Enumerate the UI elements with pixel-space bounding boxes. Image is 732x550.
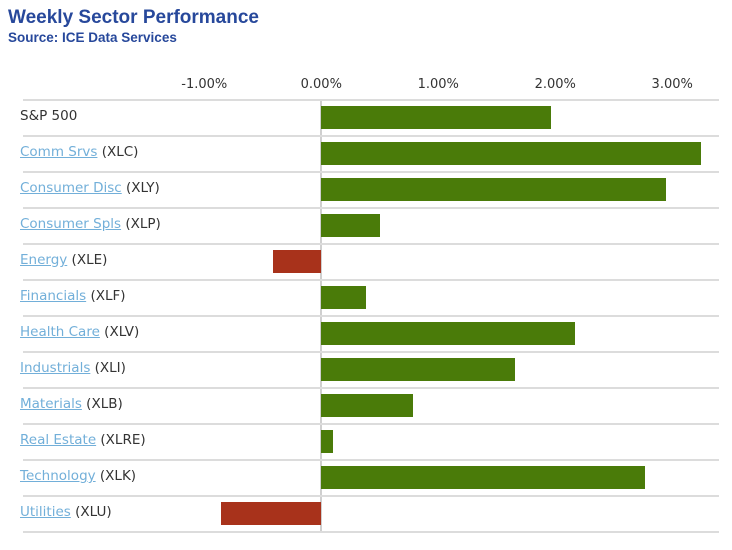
- table-row: Consumer Disc (XLY): [20, 173, 719, 209]
- sector-label: Technology (XLK): [20, 468, 136, 484]
- sector-ticker: (XLV): [99, 324, 140, 340]
- table-row: Energy (XLE): [20, 245, 719, 281]
- sector-label: Energy (XLE): [20, 252, 107, 268]
- sector-link-consumer-disc[interactable]: Consumer Disc: [20, 180, 122, 196]
- chart-header: Weekly Sector Performance Source: ICE Da…: [8, 6, 259, 46]
- sector-link-industrials[interactable]: Industrials: [20, 360, 91, 376]
- positive-bar-consumer-disc: [321, 178, 667, 201]
- sector-bar-chart: -1.00% 0.00% 1.00% 2.00% 3.00% S&P 500 Comm S…: [20, 72, 719, 533]
- sector-ticker: (XLC): [97, 144, 139, 160]
- sector-link-energy[interactable]: Energy: [20, 252, 68, 268]
- positive-bar-financials: [321, 286, 366, 309]
- positive-bar-health-care: [321, 322, 576, 345]
- sector-ticker: (XLI): [90, 360, 126, 376]
- table-row: Real Estate (XLRE): [20, 425, 719, 461]
- positive-bar-technology: [321, 466, 646, 489]
- sector-ticker: (XLU): [70, 504, 112, 520]
- sector-ticker: (XLP): [121, 216, 161, 232]
- sector-label: Comm Srvs (XLC): [20, 144, 138, 160]
- sector-label: Consumer Spls (XLP): [20, 216, 161, 232]
- x-axis-tick-label: 1.00%: [417, 77, 459, 92]
- sector-label: Financials (XLF): [20, 288, 126, 304]
- sector-label: Industrials (XLI): [20, 360, 126, 376]
- positive-bar-consumer-spls: [321, 214, 380, 237]
- sector-ticker: (XLE): [67, 252, 108, 268]
- sector-label: Consumer Disc (XLY): [20, 180, 160, 196]
- sector-link-real-estate[interactable]: Real Estate: [20, 432, 97, 448]
- table-row: Industrials (XLI): [20, 353, 719, 389]
- sector-ticker: (XLB): [81, 396, 123, 412]
- x-axis-tick-label: -1.00%: [181, 77, 228, 92]
- table-row: Materials (XLB): [20, 389, 719, 425]
- table-row: Financials (XLF): [20, 281, 719, 317]
- sector-ticker: (XLY): [121, 180, 160, 196]
- sector-link-consumer-spls[interactable]: Consumer Spls: [20, 216, 122, 232]
- chart-source: Source: ICE Data Services: [8, 30, 177, 45]
- table-row: Consumer Spls (XLP): [20, 209, 719, 245]
- sector-link-financials[interactable]: Financials: [20, 288, 87, 304]
- table-row: Utilities (XLU): [20, 497, 719, 533]
- chart-title: Weekly Sector Performance: [8, 7, 259, 28]
- sector-link-technology[interactable]: Technology: [20, 468, 96, 484]
- chart-rows: S&P 500 Comm Srvs (XLC) Consumer Disc (XLY…: [20, 99, 719, 533]
- positive-bar-real-estate: [321, 430, 333, 453]
- positive-bar-materials: [321, 394, 413, 417]
- table-row: Health Care (XLV): [20, 317, 719, 353]
- sector-link-comm-srvs[interactable]: Comm Srvs: [20, 144, 98, 160]
- x-axis-tick-label: 2.00%: [534, 77, 576, 92]
- negative-bar-energy: [273, 250, 322, 273]
- x-axis-tick-label: 0.00%: [300, 77, 342, 92]
- table-row: Technology (XLK): [20, 461, 719, 497]
- sector-label: Real Estate (XLRE): [20, 432, 146, 448]
- sector-label: Materials (XLB): [20, 396, 123, 412]
- sector-ticker: (XLRE): [96, 432, 146, 448]
- table-row: Comm Srvs (XLC): [20, 137, 719, 173]
- table-row: S&P 500: [20, 101, 719, 137]
- sector-link-materials[interactable]: Materials: [20, 396, 82, 412]
- sector-link-utilities[interactable]: Utilities: [20, 504, 71, 520]
- sector-ticker: (XLK): [95, 468, 137, 484]
- sector-label: Health Care (XLV): [20, 324, 139, 340]
- negative-bar-utilities: [220, 502, 322, 525]
- positive-bar-comm-srvs: [321, 142, 702, 165]
- sector-ticker: (XLF): [86, 288, 126, 304]
- sector-label: S&P 500: [20, 108, 78, 124]
- x-axis: -1.00% 0.00% 1.00% 2.00% 3.00%: [23, 72, 719, 99]
- positive-bar-industrials: [321, 358, 516, 381]
- sector-label: Utilities (XLU): [20, 504, 112, 520]
- sector-link-health-care[interactable]: Health Care: [20, 324, 100, 340]
- positive-bar-s-p-500: [321, 106, 551, 129]
- x-axis-tick-label: 3.00%: [651, 77, 693, 92]
